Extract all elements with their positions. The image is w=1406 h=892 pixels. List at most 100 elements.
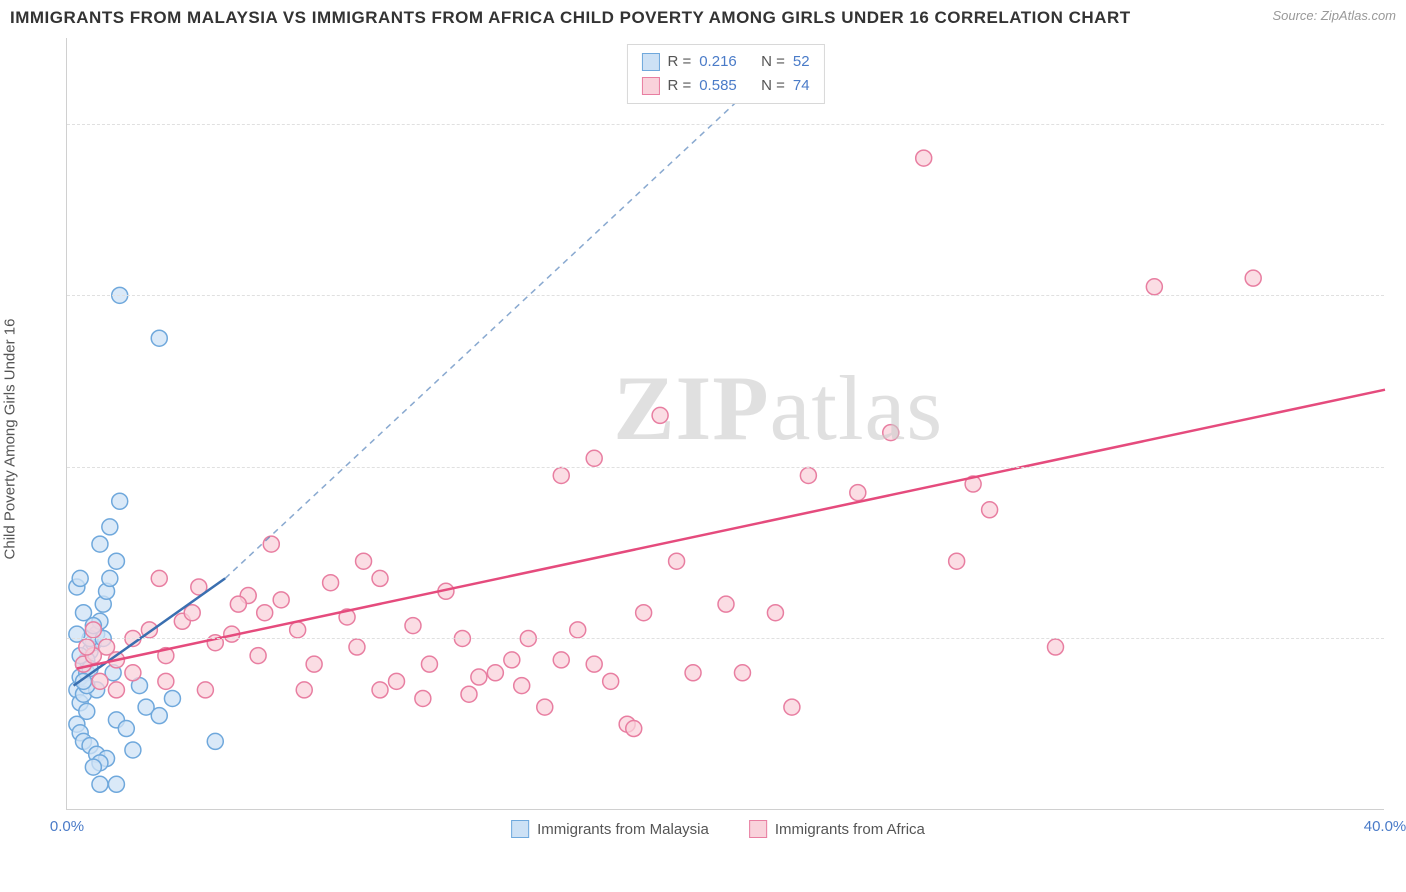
- data-point: [685, 665, 701, 681]
- data-point: [151, 708, 167, 724]
- data-point: [570, 622, 586, 638]
- y-axis-label: Child Poverty Among Girls Under 16: [2, 319, 19, 560]
- y-tick-label: 40.0%: [1392, 458, 1406, 475]
- n-value-blue: 52: [793, 50, 810, 74]
- x-tick-label: 0.0%: [50, 818, 84, 835]
- data-point: [102, 519, 118, 535]
- n-label: N =: [761, 74, 785, 98]
- data-point: [323, 575, 339, 591]
- data-point: [415, 690, 431, 706]
- data-point: [767, 605, 783, 621]
- data-point: [1048, 639, 1064, 655]
- data-point: [652, 407, 668, 423]
- data-point: [586, 656, 602, 672]
- swatch-pink: [641, 77, 659, 95]
- gridline: [67, 638, 1384, 639]
- y-tick-label: 80.0%: [1392, 115, 1406, 132]
- data-point: [553, 467, 569, 483]
- data-point: [273, 592, 289, 608]
- gridline: [67, 467, 1384, 468]
- data-point: [85, 759, 101, 775]
- legend-swatch-blue: [511, 820, 529, 838]
- data-point: [372, 570, 388, 586]
- data-point: [85, 622, 101, 638]
- legend-bottom: Immigrants from Malaysia Immigrants from…: [511, 820, 925, 838]
- x-tick-label: 40.0%: [1364, 818, 1406, 835]
- r-label: R =: [667, 74, 691, 98]
- data-point: [108, 682, 124, 698]
- data-point: [982, 502, 998, 518]
- data-point: [537, 699, 553, 715]
- data-point: [800, 467, 816, 483]
- data-point: [257, 605, 273, 621]
- trend-line-blue-ext: [225, 81, 759, 579]
- legend-swatch-pink: [749, 820, 767, 838]
- legend-label-blue: Immigrants from Malaysia: [537, 821, 709, 838]
- stats-row-blue: R = 0.216 N = 52: [641, 50, 809, 74]
- data-point: [306, 656, 322, 672]
- chart-container: Child Poverty Among Girls Under 16 ZIPat…: [48, 38, 1388, 840]
- legend-item-blue: Immigrants from Malaysia: [511, 820, 709, 838]
- data-point: [669, 553, 685, 569]
- data-point: [850, 485, 866, 501]
- data-point: [949, 553, 965, 569]
- legend-label-pink: Immigrants from Africa: [775, 821, 925, 838]
- data-point: [92, 776, 108, 792]
- data-point: [405, 618, 421, 634]
- r-value-pink: 0.585: [699, 74, 737, 98]
- data-point: [372, 682, 388, 698]
- data-point: [112, 493, 128, 509]
- n-value-pink: 74: [793, 74, 810, 98]
- data-point: [1245, 270, 1261, 286]
- data-point: [92, 536, 108, 552]
- data-point: [118, 721, 134, 737]
- data-point: [296, 682, 312, 698]
- data-point: [1146, 279, 1162, 295]
- data-point: [553, 652, 569, 668]
- data-point: [514, 678, 530, 694]
- data-point: [784, 699, 800, 715]
- data-point: [250, 648, 266, 664]
- data-point: [487, 665, 503, 681]
- gridline: [67, 295, 1384, 296]
- swatch-blue: [641, 53, 659, 71]
- data-point: [636, 605, 652, 621]
- data-point: [125, 665, 141, 681]
- legend-item-pink: Immigrants from Africa: [749, 820, 925, 838]
- data-point: [102, 570, 118, 586]
- r-value-blue: 0.216: [699, 50, 737, 74]
- chart-title: IMMIGRANTS FROM MALAYSIA VS IMMIGRANTS F…: [10, 8, 1131, 28]
- data-point: [603, 673, 619, 689]
- data-point: [197, 682, 213, 698]
- data-point: [75, 605, 91, 621]
- data-point: [916, 150, 932, 166]
- data-point: [734, 665, 750, 681]
- data-point: [504, 652, 520, 668]
- data-point: [151, 570, 167, 586]
- r-label: R =: [667, 50, 691, 74]
- trend-line-pink: [77, 390, 1385, 669]
- data-point: [230, 596, 246, 612]
- data-point: [151, 330, 167, 346]
- data-point: [421, 656, 437, 672]
- data-point: [79, 639, 95, 655]
- y-tick-label: 20.0%: [1392, 630, 1406, 647]
- chart-svg: [67, 38, 1385, 810]
- stats-box: R = 0.216 N = 52 R = 0.585 N = 74: [626, 44, 824, 104]
- data-point: [263, 536, 279, 552]
- y-tick-label: 60.0%: [1392, 287, 1406, 304]
- data-point: [72, 570, 88, 586]
- data-point: [108, 553, 124, 569]
- stats-row-pink: R = 0.585 N = 74: [641, 74, 809, 98]
- data-point: [290, 622, 306, 638]
- source-label: Source: ZipAtlas.com: [1272, 8, 1396, 23]
- gridline: [67, 124, 1384, 125]
- data-point: [92, 673, 108, 689]
- data-point: [389, 673, 405, 689]
- data-point: [158, 673, 174, 689]
- data-point: [718, 596, 734, 612]
- data-point: [471, 669, 487, 685]
- data-point: [356, 553, 372, 569]
- data-point: [626, 721, 642, 737]
- data-point: [108, 776, 124, 792]
